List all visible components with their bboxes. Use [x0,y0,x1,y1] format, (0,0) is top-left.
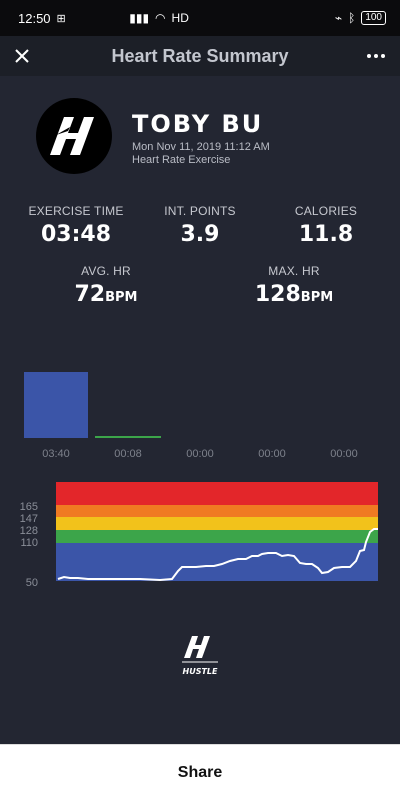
stat-unit: BPM [105,290,138,305]
stat-label: CALORIES [294,204,358,218]
stat-value-group: 128BPM [244,282,344,307]
bluetooth-status-icon: ⊞ [56,12,66,25]
vibrate-icon: ⌁ [334,11,343,25]
close-icon [15,49,29,63]
stat-label: EXERCISE TIME [28,204,124,218]
zone-time-label: 00:08 [114,448,142,460]
signal-icon: ▮▮▮ [129,11,150,25]
battery-icon: 100 [361,11,386,25]
network-label: HD [171,11,189,25]
zone-bar-1 [24,372,88,438]
stat-avg-hr: AVG. HR 72BPM [56,264,156,307]
more-icon-dot [381,54,385,58]
stat-label: INT. POINTS [164,204,236,218]
y-tick-label: 128 [20,525,38,537]
more-icon [367,54,371,58]
share-button[interactable]: Share [0,744,400,800]
hustle-brand-logo-icon: HUSTLE [182,636,219,676]
stat-value: 11.8 [298,222,354,247]
stat-int-points: INT. POINTS 3.9 [148,204,252,247]
stat-exercise-time: EXERCISE TIME 03:48 [24,204,128,247]
share-label: Share [177,763,223,781]
profile-header: TOBY BU Mon Nov 11, 2019 11:12 AM Heart … [36,98,270,174]
zone-band-yellow [56,517,378,530]
stat-max-hr: MAX. HR 128BPM [244,264,344,307]
zone-bar-2 [95,436,161,438]
header: Heart Rate Summary [0,36,400,76]
close-button[interactable] [8,42,36,70]
y-tick-label: 147 [20,513,38,525]
user-name: TOBY BU [132,110,264,138]
bluetooth-icon: ᛒ [348,11,356,25]
zone-band-red [56,482,378,505]
avatar [36,98,112,174]
stat-calories: CALORIES 11.8 [274,204,378,247]
zone-time-chart: 03:40 00:08 00:00 00:00 00:00 [0,360,400,470]
stat-label: AVG. HR [81,264,131,278]
stat-label: MAX. HR [268,264,320,278]
status-time: 12:50 [18,10,51,26]
wifi-icon: ◠ [155,11,166,25]
stat-value: 03:48 [40,222,112,247]
zone-time-label: 00:00 [258,448,286,460]
page-title: Heart Rate Summary [111,45,289,66]
heart-rate-chart: 165 147 128 110 50 [20,482,378,589]
workout-date: Mon Nov 11, 2019 11:12 AM [132,141,270,153]
y-tick-label: 165 [20,501,38,513]
stat-unit: BPM [300,290,334,305]
svg-text:HUSTLE: HUSTLE [183,667,219,676]
zone-time-label: 00:00 [186,448,214,460]
stat-value-group: 72BPM [56,282,156,307]
zone-band-orange [56,505,378,517]
y-tick-label: 110 [20,537,38,549]
y-tick-label: 50 [26,577,38,589]
more-icon-dot [374,54,378,58]
stat-value: 128 [254,282,301,307]
zone-time-label: 00:00 [330,448,358,460]
zone-time-label: 03:40 [42,448,70,460]
status-bar: 12:50 ⊞ ▮▮▮ ◠ HD ⌁ ᛒ 100 [0,0,400,36]
zone-band-blue [56,543,378,581]
heart-rate-line [57,528,378,582]
workout-type: Heart Rate Exercise [132,154,231,166]
stat-value: 72 [74,282,106,307]
hustle-logo-icon [50,117,94,155]
stat-value: 3.9 [180,222,220,247]
more-button[interactable] [362,42,390,70]
zone-band-green [56,530,378,543]
